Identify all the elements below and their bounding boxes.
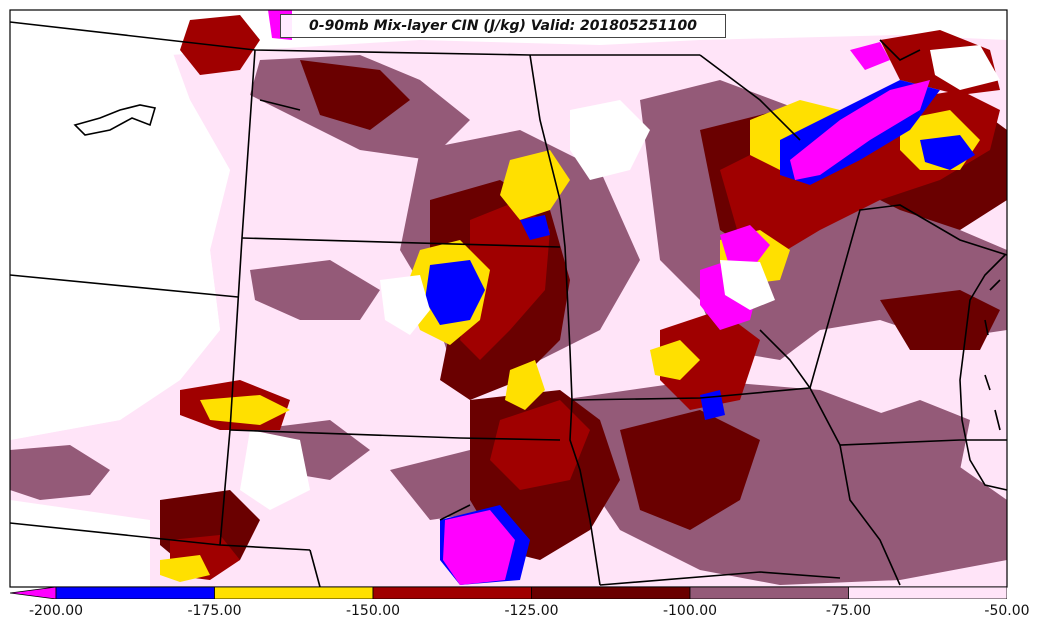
colorbar-bin-2 <box>372 587 532 599</box>
colorbar-bin-0 <box>55 587 215 599</box>
colorbar-bin-1 <box>214 587 374 599</box>
colorbar-bin-5 <box>848 587 1007 599</box>
colorbar-bin-4 <box>689 587 849 599</box>
map-title: 0-90mb Mix-layer CIN (J/kg) Valid: 20180… <box>309 18 697 34</box>
colorbar-tick-label: -125.00 <box>504 603 559 619</box>
colorbar-tick-label: -150.00 <box>345 603 401 619</box>
colorbar-under-triangle <box>10 587 57 599</box>
colorbar-tick-label: -200.00 <box>28 603 84 619</box>
colorbar-tick-label: -75.00 <box>825 603 872 619</box>
colorbar-tick-label: -50.00 <box>984 603 1030 619</box>
colorbar-bin-3 <box>531 587 691 599</box>
state-borders <box>9 21 1008 588</box>
cin-field-white <box>240 45 1000 510</box>
colorbar <box>10 587 1007 599</box>
colorbar-ticks: -200.00 -175.00 -150.00 -125.00 -100.00 -75.0… <box>0 603 1044 625</box>
colorbar-tick-label: -100.00 <box>662 603 718 619</box>
colorbar-tick-label: -175.00 <box>187 603 242 619</box>
map-left-blank <box>10 20 230 440</box>
coastlines <box>73 39 1008 491</box>
map-title-box: 0-90mb Mix-layer CIN (J/kg) Valid: 20180… <box>280 14 726 38</box>
